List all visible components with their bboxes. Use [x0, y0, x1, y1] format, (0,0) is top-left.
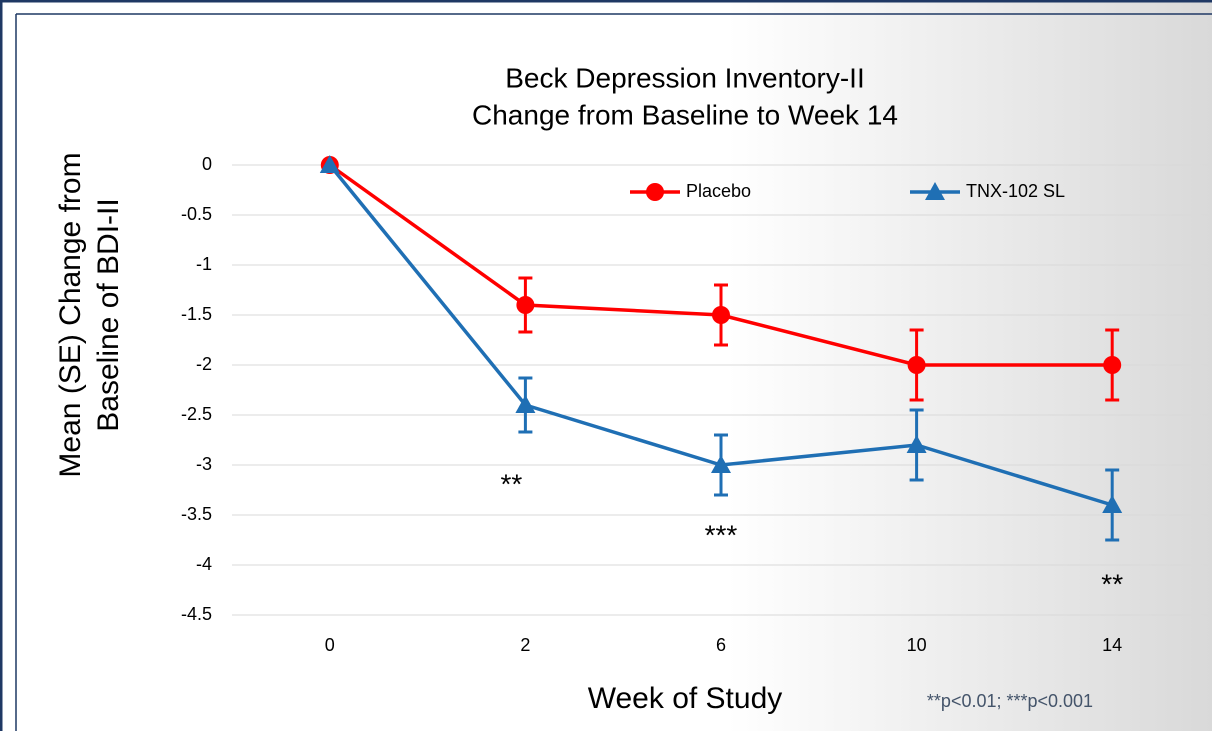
- y-tick-label: -3: [196, 454, 212, 474]
- x-tick-label: 0: [325, 635, 335, 655]
- y-tick-label: -4: [196, 554, 212, 574]
- y-tick-label: -3.5: [181, 504, 212, 524]
- point: [712, 306, 730, 324]
- annotation: **: [1101, 568, 1123, 599]
- point: [516, 296, 534, 314]
- annotation: ***: [705, 519, 738, 550]
- point: [1103, 356, 1121, 374]
- x-tick-label: 10: [907, 635, 927, 655]
- legend-label: TNX-102 SL: [966, 181, 1065, 201]
- legend-marker: [646, 183, 664, 201]
- y-tick-label: -2: [196, 354, 212, 374]
- point: [908, 356, 926, 374]
- x-tick-label: 2: [520, 635, 530, 655]
- y-tick-label: -2.5: [181, 404, 212, 424]
- y-tick-label: -0.5: [181, 204, 212, 224]
- x-tick-label: 14: [1102, 635, 1122, 655]
- chart-title: Change from Baseline to Week 14: [472, 99, 898, 130]
- annotation: **: [501, 468, 523, 499]
- y-tick-label: -4.5: [181, 604, 212, 624]
- x-tick-label: 6: [716, 635, 726, 655]
- y-axis-label: Baseline of BDI-II: [92, 198, 125, 431]
- y-axis-label: Mean (SE) Change from: [54, 152, 87, 477]
- chart: Beck Depression Inventory-II Change from…: [0, 0, 1212, 731]
- chart-title: Beck Depression Inventory-II: [505, 62, 865, 93]
- y-tick-label: -1.5: [181, 304, 212, 324]
- x-axis-label: Week of Study: [588, 682, 783, 715]
- footnote: **p<0.01; ***p<0.001: [927, 691, 1093, 711]
- y-tick-label: -1: [196, 254, 212, 274]
- y-tick-label: 0: [202, 154, 212, 174]
- legend-label: Placebo: [686, 181, 751, 201]
